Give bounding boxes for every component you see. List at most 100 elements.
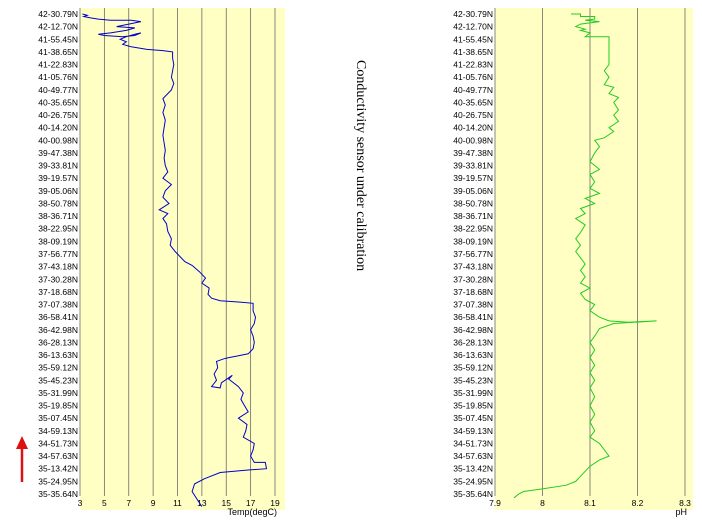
temp-y-tick-label: 40-26.75N xyxy=(38,110,78,120)
temp-y-tick-label: 38-22.95N xyxy=(38,224,78,234)
ph-chart: 7.9 8 8.1 8.2 8.3 42-30.79N 42-12.70N 41-55.45N… xyxy=(453,8,693,517)
ph-y-tick-label: 39-19.57N xyxy=(453,173,493,183)
temp-y-tick-label: 38-50.78N xyxy=(38,198,78,208)
temp-y-tick-label: 37-07.38N xyxy=(38,300,78,310)
ph-y-tick-label: 35-19.85N xyxy=(453,401,493,411)
temp-y-tick-label: 42-30.79N xyxy=(38,9,78,19)
temp-y-tick-label: 35-19.85N xyxy=(38,401,78,411)
temp-y-tick-label: 35-13.42N xyxy=(38,464,78,474)
temp-series-line xyxy=(81,13,268,507)
temp-x-axis-label: Temp(degC) xyxy=(227,507,277,517)
temp-y-tick-label: 39-47.38N xyxy=(38,148,78,158)
ph-y-tick-label: 40-26.75N xyxy=(453,110,493,120)
ph-y-tick-label: 36-42.98N xyxy=(453,325,493,335)
ph-y-tick-label: 35-35.64N xyxy=(453,489,493,499)
temp-y-tick-label: 34-59.13N xyxy=(38,426,78,436)
ph-y-tick-label: 41-05.76N xyxy=(453,72,493,82)
ph-x-tick-label: 8.1 xyxy=(584,498,596,508)
temp-x-tick-label: 13 xyxy=(197,498,207,508)
temp-y-tick-label: 40-14.20N xyxy=(38,123,78,133)
ph-y-tick-label: 38-22.95N xyxy=(453,224,493,234)
ph-y-tick-label: 36-28.13N xyxy=(453,337,493,347)
ph-series-line xyxy=(513,13,657,499)
temp-y-tick-label: 35-24.95N xyxy=(38,476,78,486)
direction-arrow-icon xyxy=(16,436,28,482)
ph-y-tick-label: 40-14.20N xyxy=(453,123,493,133)
temp-y-tick-label: 38-36.71N xyxy=(38,211,78,221)
temp-x-tick-label: 9 xyxy=(151,498,156,508)
ph-y-tick-label: 34-59.13N xyxy=(453,426,493,436)
temp-y-tick-label: 34-57.63N xyxy=(38,451,78,461)
temp-y-tick-label: 39-05.06N xyxy=(38,186,78,196)
temp-x-tick-label: 19 xyxy=(270,498,280,508)
temp-x-tick-label: 3 xyxy=(78,498,83,508)
ph-y-tick-label: 40-49.77N xyxy=(453,85,493,95)
temp-y-tick-label: 38-09.19N xyxy=(38,236,78,246)
ph-y-tick-label: 35-24.95N xyxy=(453,476,493,486)
temp-y-tick-label: 35-31.99N xyxy=(38,388,78,398)
temp-x-tick-label: 11 xyxy=(173,498,182,508)
temp-y-tick-label: 41-38.65N xyxy=(38,47,78,57)
temp-y-tick-label: 40-49.77N xyxy=(38,85,78,95)
ph-y-tick-label: 36-58.41N xyxy=(453,312,493,322)
temp-y-tick-label: 36-42.98N xyxy=(38,325,78,335)
ph-x-tick-label: 7.9 xyxy=(489,498,501,508)
ph-y-tick-label: 34-51.73N xyxy=(453,438,493,448)
ph-y-tick-label: 37-30.28N xyxy=(453,274,493,284)
calibration-note: Conductivity sensor under calibration xyxy=(353,60,368,271)
temp-y-tick-label: 40-35.65N xyxy=(38,97,78,107)
ph-y-tick-label: 37-56.77N xyxy=(453,249,493,259)
ph-x-tick-label: 8.3 xyxy=(679,498,691,508)
ph-plot-background xyxy=(495,8,693,510)
ph-y-tick-label: 38-50.78N xyxy=(453,198,493,208)
temp-x-tick-label: 7 xyxy=(126,498,131,508)
temp-y-tick-label: 35-59.12N xyxy=(38,363,78,373)
temp-y-tick-label: 35-45.23N xyxy=(38,375,78,385)
ph-y-tick-label: 37-43.18N xyxy=(453,262,493,272)
temp-x-tick-label: 17 xyxy=(246,498,256,508)
ph-y-tick-label: 42-12.70N xyxy=(453,22,493,32)
ph-y-tick-label: 37-07.38N xyxy=(453,300,493,310)
ph-y-tick-label: 42-30.79N xyxy=(453,9,493,19)
ph-y-tick-label: 36-13.63N xyxy=(453,350,493,360)
temp-y-tick-label: 37-43.18N xyxy=(38,262,78,272)
ph-y-tick-label: 35-13.42N xyxy=(453,464,493,474)
ph-y-tick-label: 37-18.68N xyxy=(453,287,493,297)
temp-y-tick-label: 39-33.81N xyxy=(38,161,78,171)
ph-x-tick-label: 8.2 xyxy=(632,498,644,508)
ph-y-tick-label: 41-55.45N xyxy=(453,34,493,44)
temp-y-tick-label: 39-19.57N xyxy=(38,173,78,183)
temp-y-tick-label: 35-35.64N xyxy=(38,489,78,499)
ph-y-tick-label: 38-09.19N xyxy=(453,236,493,246)
temp-x-tick-label: 15 xyxy=(222,498,232,508)
ph-y-tick-label: 39-47.38N xyxy=(453,148,493,158)
ph-y-tick-label: 39-05.06N xyxy=(453,186,493,196)
temp-x-tick-label: 5 xyxy=(102,498,107,508)
temp-y-tick-label: 36-13.63N xyxy=(38,350,78,360)
temp-y-tick-label: 40-00.98N xyxy=(38,135,78,145)
ph-y-tick-label: 34-57.63N xyxy=(453,451,493,461)
ph-x-tick-label: 8 xyxy=(540,498,545,508)
temp-y-tick-label: 41-22.83N xyxy=(38,60,78,70)
temp-y-tick-label: 41-05.76N xyxy=(38,72,78,82)
ph-y-tick-label: 38-36.71N xyxy=(453,211,493,221)
ph-y-tick-label: 41-38.65N xyxy=(453,47,493,57)
ph-y-tick-label: 39-33.81N xyxy=(453,161,493,171)
ph-y-tick-label: 40-35.65N xyxy=(453,97,493,107)
ph-y-tick-label: 35-31.99N xyxy=(453,388,493,398)
temp-y-tick-label: 37-30.28N xyxy=(38,274,78,284)
temp-y-tick-label: 36-58.41N xyxy=(38,312,78,322)
ph-y-tick-label: 35-59.12N xyxy=(453,363,493,373)
temp-y-tick-label: 37-18.68N xyxy=(38,287,78,297)
ph-y-tick-label: 35-45.23N xyxy=(453,375,493,385)
temp-y-tick-label: 36-28.13N xyxy=(38,337,78,347)
temp-y-tick-label: 41-55.45N xyxy=(38,34,78,44)
ph-y-tick-label: 41-22.83N xyxy=(453,60,493,70)
temp-y-tick-label: 42-12.70N xyxy=(38,22,78,32)
temp-y-tick-label: 37-56.77N xyxy=(38,249,78,259)
temp-y-tick-label: 35-07.45N xyxy=(38,413,78,423)
temp-y-tick-label: 34-51.73N xyxy=(38,438,78,448)
temperature-chart: 3 5 7 9 11 13 15 17 19 42-30.79N 42-12.70N 41-55.45… xyxy=(38,8,285,517)
ph-y-tick-label: 35-07.45N xyxy=(453,413,493,423)
